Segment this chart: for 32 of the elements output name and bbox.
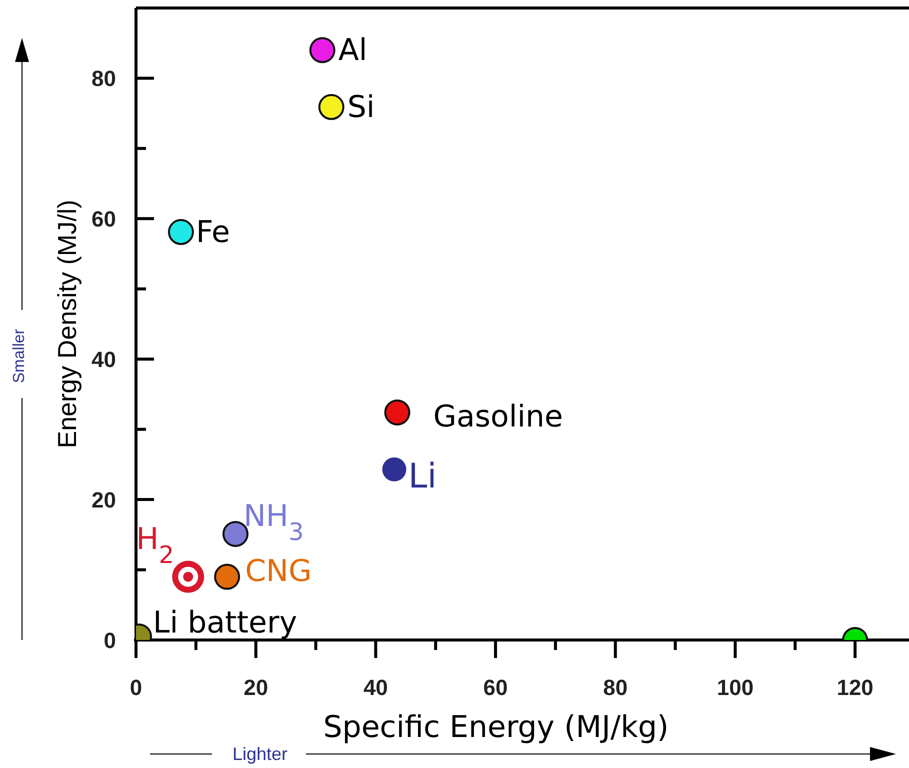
series-label: Li battery — [152, 605, 298, 640]
x-axis-title: Specific Energy (MJ/kg) — [323, 710, 669, 745]
series-label: NH$_{3}$ — [243, 498, 304, 546]
point — [384, 399, 410, 426]
text: Lighter — [232, 744, 288, 764]
y-tick-label: 60 — [92, 206, 116, 232]
y-axis-title: Energy Density (MJ/l) — [52, 200, 82, 448]
y-tick-label: 20 — [92, 488, 116, 513]
series-label: CNG — [245, 554, 312, 589]
x-tick-label: 60 — [483, 675, 508, 700]
series-label: Si — [347, 90, 375, 126]
point — [309, 37, 336, 64]
x-tick-label: 120 — [836, 675, 874, 700]
y-tick-label: 80 — [92, 66, 116, 92]
text: Smaller — [11, 328, 28, 384]
series-label: Li — [408, 456, 437, 496]
x-tick-label: 0 — [130, 675, 142, 700]
point — [168, 219, 194, 246]
series-label: Al — [338, 33, 368, 68]
point — [222, 520, 248, 547]
series-label: Fe — [196, 215, 230, 250]
point — [382, 457, 406, 482]
x-tick-label: 100 — [716, 675, 754, 700]
x-tick-label: 40 — [363, 675, 388, 700]
x-tick-label: 80 — [603, 675, 628, 700]
x-tick-label: 20 — [244, 675, 268, 700]
y-tick-label: 40 — [92, 347, 116, 372]
series-label: H$_{2}$ — [136, 522, 174, 569]
point — [214, 564, 240, 590]
y-tick-label: 0 — [104, 628, 116, 653]
point — [318, 94, 344, 120]
series-label: Gasoline — [433, 399, 564, 434]
